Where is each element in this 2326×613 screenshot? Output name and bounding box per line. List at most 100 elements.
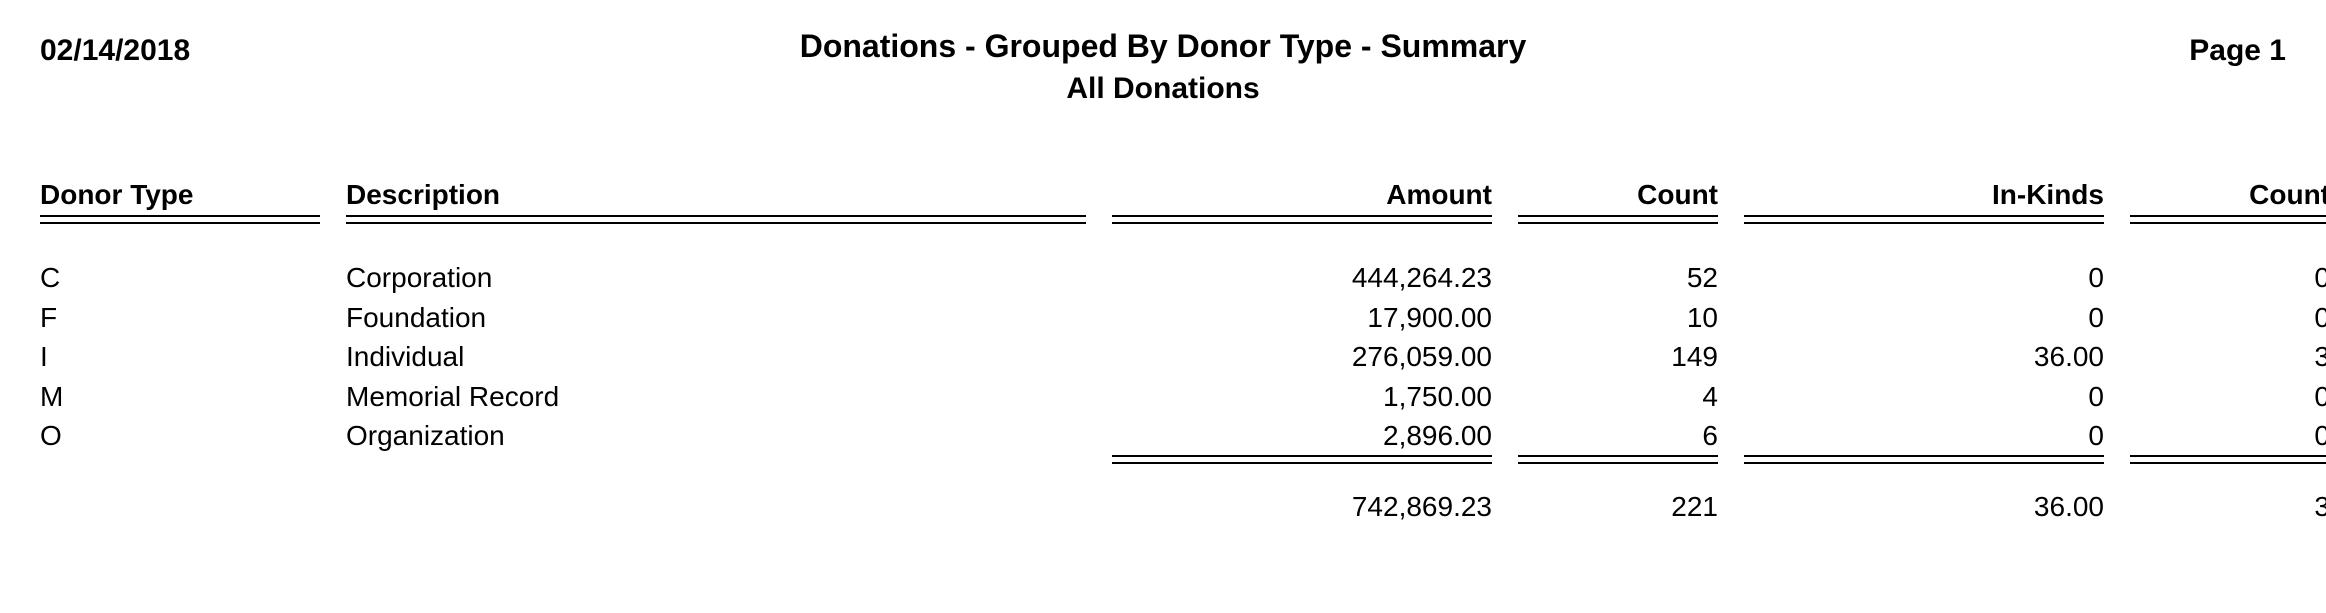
col-gap bbox=[1086, 180, 1112, 215]
cell-gap bbox=[1718, 258, 1744, 297]
table-head: Donor TypeDescriptionAmountCountIn-Kinds… bbox=[40, 180, 2326, 230]
cell-donor_type: F bbox=[40, 298, 320, 337]
cell-donor_type: I bbox=[40, 337, 320, 376]
cell-description: Organization bbox=[346, 416, 1086, 455]
table-row: FFoundation17,900.001000 bbox=[40, 298, 2326, 337]
cell-ik_count: 0 bbox=[2130, 258, 2326, 297]
report-subtitle: All Donations bbox=[40, 72, 2286, 106]
table-row: MMemorial Record1,750.00400 bbox=[40, 377, 2326, 416]
cell-in_kinds: 36.00 bbox=[1744, 337, 2104, 376]
cell-description: Corporation bbox=[346, 258, 1086, 297]
totals-row: 742,869.2322136.003 bbox=[40, 482, 2326, 521]
totals-rule-row bbox=[40, 455, 2326, 464]
col-gap bbox=[1718, 180, 1744, 215]
totals-rule bbox=[1744, 455, 2104, 464]
cell-amount: 1,750.00 bbox=[1112, 377, 1492, 416]
total-count: 221 bbox=[1518, 482, 1718, 521]
table-row: IIndividual276,059.0014936.003 bbox=[40, 337, 2326, 376]
totals-rule bbox=[1518, 455, 1718, 464]
cell-count: 149 bbox=[1518, 337, 1718, 376]
table-row: CCorporation444,264.235200 bbox=[40, 258, 2326, 297]
totals-rule bbox=[1112, 455, 1492, 464]
cell-count: 4 bbox=[1518, 377, 1718, 416]
cell-gap bbox=[2104, 482, 2130, 521]
cell-gap bbox=[320, 298, 346, 337]
cell-donor_type: M bbox=[40, 377, 320, 416]
cell-donor_type: C bbox=[40, 258, 320, 297]
rule-gap bbox=[1086, 455, 1112, 464]
header-rule-row bbox=[40, 215, 2326, 230]
cell-count: 52 bbox=[1518, 258, 1718, 297]
cell-ik_count: 0 bbox=[2130, 377, 2326, 416]
header-rule bbox=[1518, 215, 1718, 230]
header-rule bbox=[2130, 215, 2326, 230]
col-gap bbox=[1492, 180, 1518, 215]
rule-gap bbox=[1492, 455, 1518, 464]
rule-gap bbox=[320, 455, 346, 464]
cell-in_kinds: 0 bbox=[1744, 258, 2104, 297]
pre-totals-spacer bbox=[40, 464, 2326, 482]
rule-gap bbox=[1492, 215, 1518, 230]
cell-gap bbox=[1086, 298, 1112, 337]
rule-gap bbox=[320, 215, 346, 230]
col-header-description: Description bbox=[346, 180, 1086, 215]
cell-gap bbox=[320, 377, 346, 416]
cell-gap bbox=[1492, 298, 1518, 337]
cell-donor_type: O bbox=[40, 416, 320, 455]
cell-ik_count: 0 bbox=[2130, 298, 2326, 337]
cell-amount: 17,900.00 bbox=[1112, 298, 1492, 337]
cell-description: Individual bbox=[346, 337, 1086, 376]
rule-gap bbox=[1718, 455, 1744, 464]
totals-rule bbox=[2130, 455, 2326, 464]
total-description bbox=[346, 482, 1086, 521]
cell-gap bbox=[320, 482, 346, 521]
table-foot: 742,869.2322136.003 bbox=[40, 455, 2326, 521]
cell-gap bbox=[1718, 298, 1744, 337]
rule-gap bbox=[1718, 215, 1744, 230]
cell-count: 10 bbox=[1518, 298, 1718, 337]
totals-rule bbox=[346, 455, 1086, 464]
rule-gap bbox=[1086, 215, 1112, 230]
cell-count: 6 bbox=[1518, 416, 1718, 455]
report-page: 02/14/2018 Page 1 Donations - Grouped By… bbox=[0, 0, 2326, 613]
cell-gap bbox=[2104, 258, 2130, 297]
cell-gap bbox=[2104, 337, 2130, 376]
rule-gap bbox=[2104, 455, 2130, 464]
cell-amount: 276,059.00 bbox=[1112, 337, 1492, 376]
report-title: Donations - Grouped By Donor Type - Summ… bbox=[40, 28, 2286, 64]
post-header-spacer bbox=[40, 230, 2326, 258]
cell-amount: 2,896.00 bbox=[1112, 416, 1492, 455]
cell-in_kinds: 0 bbox=[1744, 416, 2104, 455]
cell-gap bbox=[1492, 416, 1518, 455]
cell-gap bbox=[1492, 258, 1518, 297]
table-row: OOrganization2,896.00600 bbox=[40, 416, 2326, 455]
cell-gap bbox=[320, 337, 346, 376]
cell-gap bbox=[1086, 416, 1112, 455]
report-header: 02/14/2018 Page 1 Donations - Grouped By… bbox=[40, 28, 2286, 138]
col-gap bbox=[320, 180, 346, 215]
cell-gap bbox=[1492, 337, 1518, 376]
cell-gap bbox=[1086, 258, 1112, 297]
cell-gap bbox=[2104, 377, 2130, 416]
col-gap bbox=[2104, 180, 2130, 215]
table-header-row: Donor TypeDescriptionAmountCountIn-Kinds… bbox=[40, 180, 2326, 215]
header-rule bbox=[1112, 215, 1492, 230]
cell-gap bbox=[1718, 377, 1744, 416]
rule-gap bbox=[2104, 215, 2130, 230]
table-body: CCorporation444,264.235200FFoundation17,… bbox=[40, 230, 2326, 455]
cell-gap bbox=[1718, 337, 1744, 376]
total-ik_count: 3 bbox=[2130, 482, 2326, 521]
header-rule bbox=[40, 215, 320, 230]
cell-gap bbox=[320, 258, 346, 297]
totals-rule bbox=[40, 455, 320, 464]
col-header-amount: Amount bbox=[1112, 180, 1492, 215]
header-rule bbox=[346, 215, 1086, 230]
cell-in_kinds: 0 bbox=[1744, 377, 2104, 416]
header-rule bbox=[1744, 215, 2104, 230]
cell-description: Foundation bbox=[346, 298, 1086, 337]
cell-gap bbox=[1086, 482, 1112, 521]
col-header-in_kinds: In-Kinds bbox=[1744, 180, 2104, 215]
cell-gap bbox=[1718, 482, 1744, 521]
total-donor_type bbox=[40, 482, 320, 521]
page-number: Page 1 bbox=[2189, 34, 2286, 68]
